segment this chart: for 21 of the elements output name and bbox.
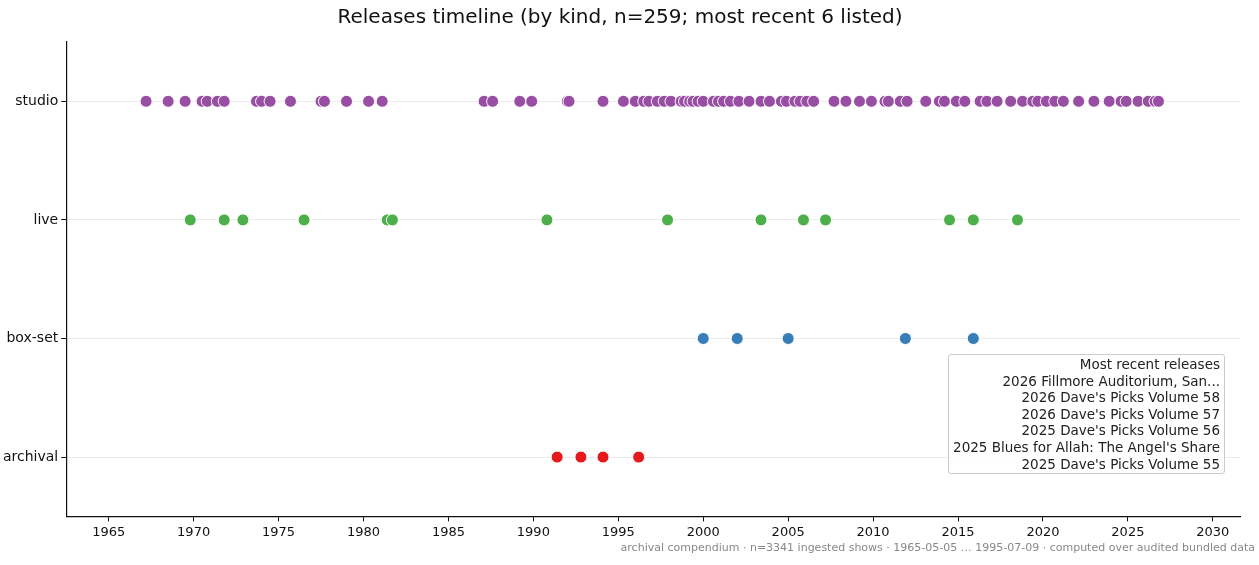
x-tick-label: 1970 bbox=[177, 523, 211, 539]
x-tick-label: 2025 bbox=[1111, 523, 1145, 539]
x-tick-label: 2005 bbox=[771, 523, 805, 539]
text: archival compendium · n=3341 ingested shows · 1965-05-05 … 1995-07-09 · computed over audited bundled data bbox=[620, 541, 1255, 554]
x-tick-label: 1965 bbox=[92, 523, 126, 539]
x-tick-label: 1990 bbox=[516, 523, 550, 539]
y-tick-label: box-set bbox=[6, 329, 59, 346]
x-tick-label: 1985 bbox=[431, 523, 465, 539]
x-tick-label: 2020 bbox=[1026, 523, 1060, 539]
x-tick-label: 1975 bbox=[262, 523, 296, 539]
x-tick-label: 2015 bbox=[941, 523, 975, 539]
x-tick-label: 2010 bbox=[856, 523, 890, 539]
x-tick-label: 1980 bbox=[346, 523, 381, 539]
chart-title: Releases timeline (by kind, n=259; most recent 6 listed) bbox=[337, 4, 903, 29]
y-tick-label: live bbox=[33, 210, 59, 227]
y-tick-label: studio bbox=[15, 91, 59, 108]
x-tick-label: 1995 bbox=[601, 523, 635, 539]
y-tick-label: archival bbox=[2, 447, 59, 464]
x-tick-label: 2030 bbox=[1196, 523, 1230, 539]
annotation: Most recent releases 2026 Fillmore Auditorium, San... 2026 Dave's Picks Volume 58 2026 Dave's Picks Volume 57 2025 Dave's Picks Volume 56 2025 Blues for Allah: The Angel's Share 2025 Dave's Picks Volume 55 bbox=[948, 354, 1225, 475]
x-tick-label: 2000 bbox=[686, 523, 720, 539]
